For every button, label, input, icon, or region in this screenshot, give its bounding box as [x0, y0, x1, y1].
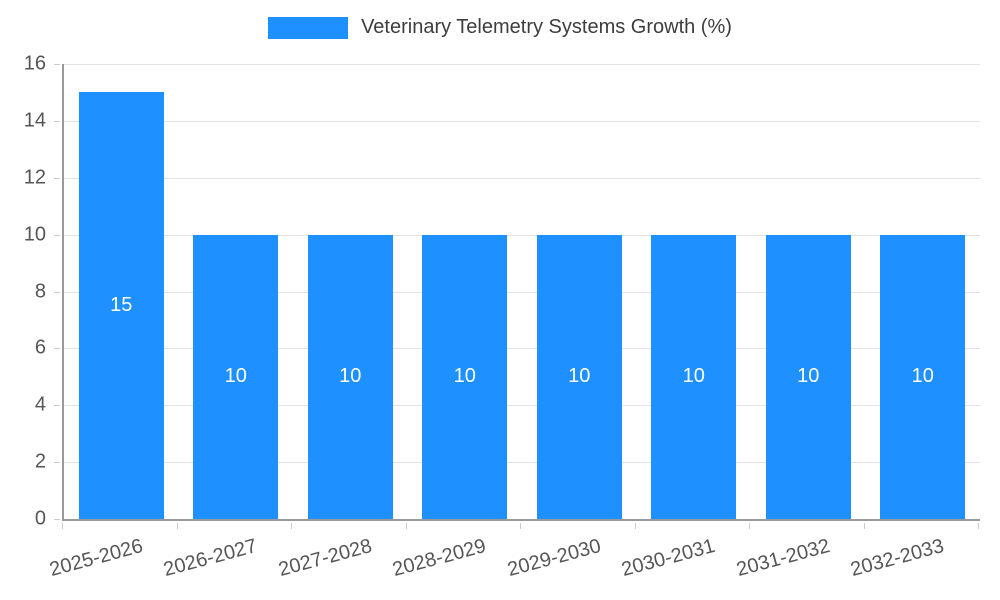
x-tick-label: 2027-2028: [275, 535, 374, 582]
x-tick-mark: [291, 523, 292, 529]
y-tick-label: 8: [34, 280, 46, 302]
bar[interactable]: 10: [651, 234, 737, 519]
x-tick-mark: [634, 523, 636, 529]
y-tick-label: 14: [23, 109, 46, 132]
bar[interactable]: 15: [78, 92, 164, 519]
y-tick-label: 16: [23, 52, 46, 75]
x-tick-mark: [176, 523, 178, 529]
x-tick-mark: [749, 523, 750, 529]
y-tick-mark: [54, 519, 60, 520]
y-axis: 0 2 4 6 8 10 12 14 16: [0, 53, 62, 530]
bar-value-label: 15: [110, 294, 133, 317]
x-tick-label: 2032-2033: [848, 535, 947, 582]
bar-value-label: 10: [682, 365, 705, 388]
bar[interactable]: 10: [307, 234, 393, 519]
bar[interactable]: 10: [193, 234, 279, 519]
bar-value-label: 10: [568, 365, 591, 388]
bar[interactable]: 10: [422, 234, 508, 519]
gridline: [64, 348, 980, 350]
y-tick-mark: [54, 64, 60, 65]
bar-value-label: 10: [911, 365, 934, 388]
y-tick-label: 2: [34, 450, 46, 473]
bar[interactable]: 10: [536, 234, 622, 519]
y-tick-mark: [54, 177, 60, 179]
y-tick-mark: [54, 405, 60, 407]
x-tick-label: 2031-2032: [733, 535, 832, 582]
y-tick-label: 6: [34, 336, 46, 359]
gridline: [64, 291, 980, 293]
x-tick-label: 2030-2031: [619, 535, 718, 582]
bar-value-label: 10: [339, 365, 362, 388]
y-tick-label: 12: [23, 166, 46, 189]
x-tick-label: 2029-2030: [504, 535, 603, 582]
y-tick-mark: [54, 120, 60, 122]
gridline: [64, 405, 980, 407]
y-tick-label: 4: [34, 393, 46, 416]
gridline: [64, 177, 980, 179]
bar-value-label: 10: [224, 365, 247, 388]
y-tick-mark: [54, 291, 60, 293]
bar-value-label: 10: [453, 365, 476, 388]
legend-swatch: [268, 16, 349, 39]
bar[interactable]: 10: [880, 234, 966, 519]
x-tick-mark: [405, 523, 407, 529]
y-tick-label: 10: [23, 223, 46, 246]
bar-value-label: 10: [797, 365, 820, 388]
y-tick-mark: [54, 462, 60, 464]
plot-area: 15 10 10 10 10 10 10 10: [62, 64, 980, 521]
bar[interactable]: 10: [765, 234, 851, 519]
gridline: [64, 64, 980, 65]
legend-label: Veterinary Telemetry Systems Growth (%): [361, 16, 732, 38]
gridline: [64, 120, 980, 122]
x-tick-mark: [863, 523, 865, 529]
x-tick-label: 2028-2029: [390, 535, 489, 582]
x-tick-label: 2026-2027: [161, 535, 260, 582]
x-tick-mark: [62, 523, 63, 529]
x-tick-label: 2025-2026: [46, 535, 145, 582]
y-tick-mark: [54, 234, 60, 236]
x-tick-mark: [520, 523, 521, 529]
gridline: [64, 234, 980, 236]
y-tick-mark: [54, 348, 60, 350]
x-tick-mark: [978, 523, 979, 529]
gridline: [64, 462, 980, 464]
x-axis: 2025-2026 2026-2027 2027-2028 2028-2029 2029…: [47, 523, 980, 600]
y-tick-label: 0: [34, 507, 46, 530]
legend-item[interactable]: Veterinary Telemetry Systems Growth (%): [0, 16, 1000, 39]
